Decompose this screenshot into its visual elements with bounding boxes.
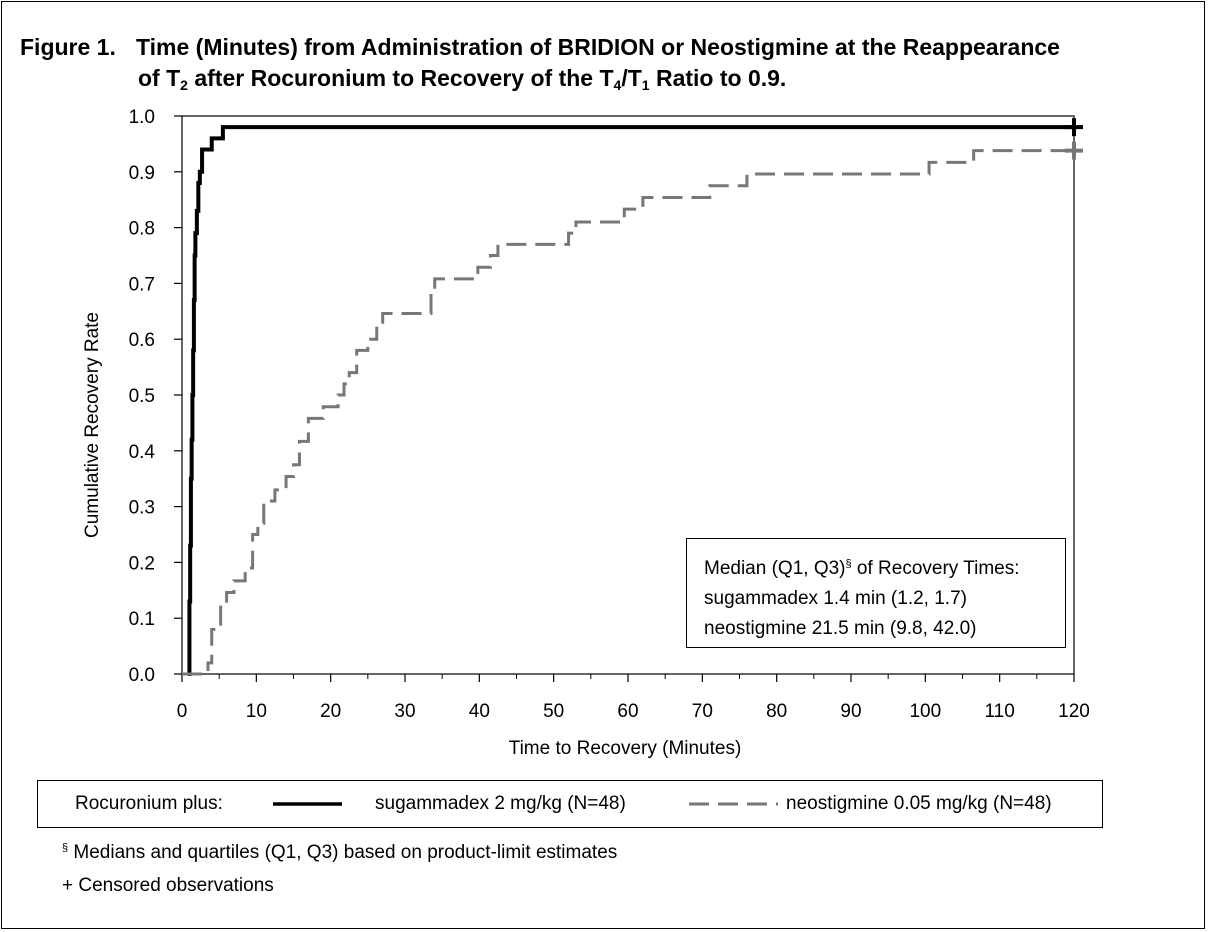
y-tick-label: 0.3 xyxy=(129,498,155,519)
legend-prefix: Rocuronium plus: xyxy=(75,793,223,814)
x-tick-label: 30 xyxy=(394,701,415,722)
legend: Rocuronium plus: sugammadex 2 mg/kg (N=4… xyxy=(37,780,1103,828)
y-tick-label: 0.5 xyxy=(129,386,155,407)
x-tick-label: 80 xyxy=(766,701,787,722)
x-tick-label: 120 xyxy=(1058,701,1090,722)
x-tick-label: 20 xyxy=(320,701,341,722)
x-axis-label: Time to Recovery (Minutes) xyxy=(509,738,742,759)
y-tick-label: 0.7 xyxy=(129,274,155,295)
median-sugammadex: sugammadex 1.4 min (1.2, 1.7) xyxy=(704,588,967,609)
y-tick-label: 0.9 xyxy=(129,163,155,184)
y-tick-label: 0.1 xyxy=(129,609,155,630)
series-line-sugammadex xyxy=(187,125,1074,676)
x-tick-label: 100 xyxy=(909,701,941,722)
median-neostigmine: neostigmine 21.5 min (9.8, 42.0) xyxy=(704,618,977,639)
legend-label-sugammadex: sugammadex 2 mg/kg (N=48) xyxy=(375,793,626,814)
y-axis-label: Cumulative Recovery Rate xyxy=(82,312,103,538)
x-tick-label: 110 xyxy=(985,701,1015,722)
legend-swatches xyxy=(273,802,778,806)
y-tick-label: 0.4 xyxy=(129,442,156,463)
censored-mark xyxy=(1065,141,1083,160)
x-tick-label: 10 xyxy=(246,701,267,722)
x-tick-label: 0 xyxy=(177,701,188,722)
y-tick-label: 0.6 xyxy=(129,330,155,351)
figure-title-line-2: of T2 after Rocuronium to Recovery of th… xyxy=(138,65,787,93)
x-tick-label: 90 xyxy=(840,701,861,722)
x-tick-label: 40 xyxy=(469,701,490,722)
y-tick-label: 0.8 xyxy=(129,219,155,240)
y-tick-label: 0.0 xyxy=(129,665,155,686)
legend-label-neostigmine: neostigmine 0.05 mg/kg (N=48) xyxy=(786,793,1052,814)
median-recovery-box: Median (Q1, Q3)§ of Recovery Times: suga… xyxy=(686,538,1066,648)
figure-number: Figure 1. xyxy=(20,34,116,60)
y-tick-label: 1.0 xyxy=(129,107,155,128)
y-tick-label: 0.2 xyxy=(129,553,155,574)
x-tick-label: 60 xyxy=(617,701,638,722)
censored-mark xyxy=(1065,118,1083,137)
figure-title-line-1: Time (Minutes) from Administration of BR… xyxy=(136,34,1060,60)
x-tick-label: 50 xyxy=(543,701,564,722)
median-box-heading: Median (Q1, Q3)§ of Recovery Times: xyxy=(704,558,1020,579)
footnote-censored: + Censored observations xyxy=(62,875,274,896)
footnote-medians: § Medians and quartiles (Q1, Q3) based o… xyxy=(62,842,618,863)
x-tick-label: 70 xyxy=(692,701,713,722)
